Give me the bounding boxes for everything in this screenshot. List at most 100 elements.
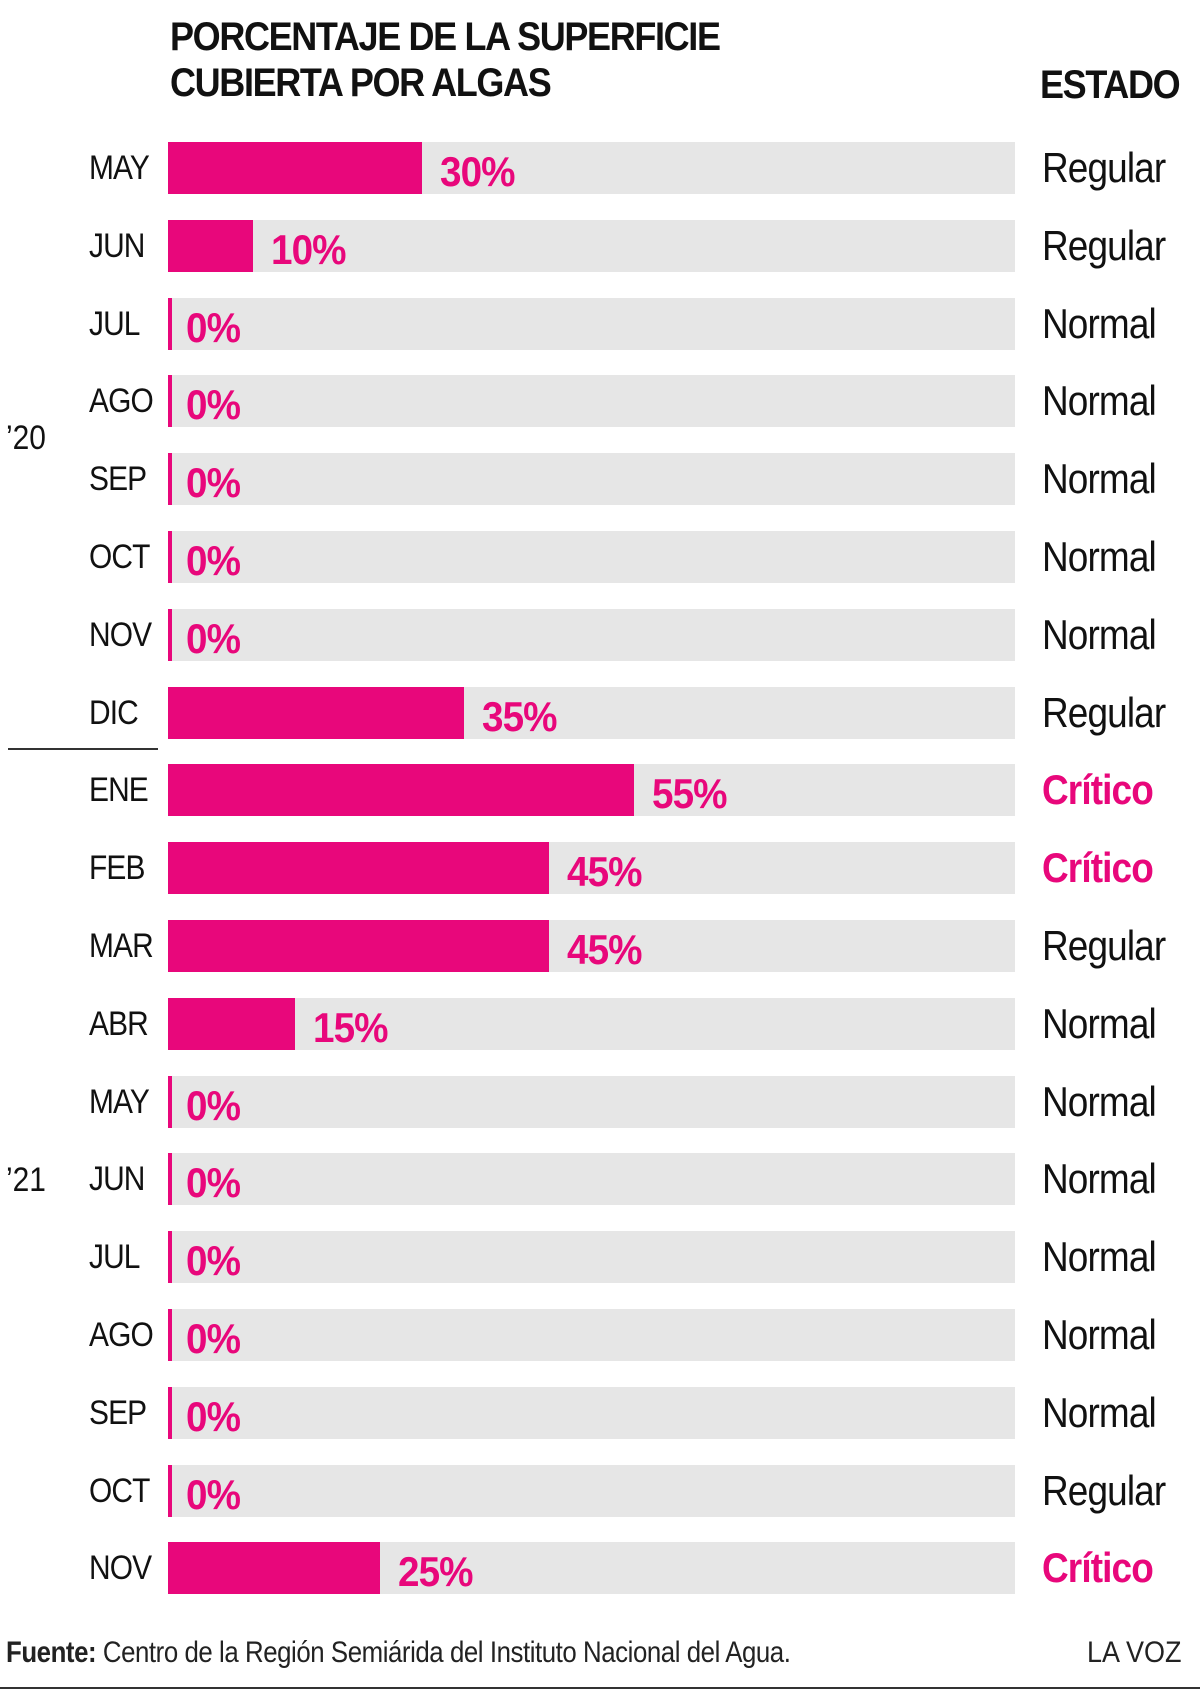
status-label: Crítico (1042, 1544, 1154, 1592)
bar (168, 142, 423, 194)
status-label: Regular (1042, 144, 1166, 191)
bar (168, 1309, 172, 1361)
month-label: ENE (89, 771, 149, 810)
bar (168, 453, 172, 506)
value-label: 15% (313, 1003, 388, 1051)
value-label: 0% (186, 381, 241, 429)
month-label: OCT (89, 538, 150, 576)
status-label: Normal (1042, 377, 1157, 425)
bar-row: JUL 0% Normal (0, 1231, 1200, 1285)
bar-row: SEP 0% Normal (0, 1386, 1200, 1439)
status-label: Normal (1042, 999, 1157, 1047)
status-label: Normal (1042, 1077, 1157, 1125)
bar (168, 608, 172, 661)
value-label: 0% (186, 1237, 241, 1285)
status-column-header: ESTADO (1040, 63, 1181, 107)
bar (168, 1153, 172, 1206)
bar-track (168, 997, 1015, 1050)
value-label: 0% (186, 303, 241, 351)
bar-track (168, 1075, 1015, 1128)
bar-row: SEP 0% Normal (0, 453, 1200, 507)
bar-row: OCT 0% Regular (0, 1464, 1200, 1518)
status-label: Crítico (1042, 844, 1154, 892)
bar-track (168, 453, 1015, 506)
bar-track (168, 608, 1015, 661)
chart-title-line-1: PORCENTAJE DE LA SUPERFICIE (170, 15, 721, 59)
bar-row: DIC 35% Regular (0, 686, 1200, 739)
bar-row: ABR 15% Normal (0, 997, 1200, 1051)
value-label: 55% (651, 770, 727, 818)
value-label: 0% (186, 1159, 241, 1207)
status-label: Normal (1042, 610, 1157, 658)
month-label: NOV (89, 615, 152, 654)
value-label: 0% (186, 459, 241, 507)
month-label: JUL (89, 304, 140, 343)
status-label: Normal (1042, 1311, 1157, 1358)
bar-track (168, 297, 1015, 350)
bar (168, 686, 465, 739)
bar-track (168, 531, 1015, 583)
year-label-2020: ’20 (6, 419, 46, 457)
bar-track (168, 219, 1015, 272)
bar-row: ENE 55% Crítico (0, 764, 1200, 818)
month-label: OCT (89, 1471, 150, 1510)
bar-row: MAR 45% Regular (0, 920, 1200, 972)
status-label: Normal (1042, 1388, 1157, 1436)
month-label: MAY (89, 1082, 150, 1121)
bar (168, 920, 550, 972)
bar-row: JUN 0% Normal (0, 1153, 1200, 1207)
bar (168, 375, 172, 428)
month-label: SEP (89, 460, 147, 499)
bar-row: NOV 0% Normal (0, 608, 1200, 662)
chart-title-line-2: CUBIERTA POR ALGAS (170, 61, 552, 105)
bar (168, 1542, 380, 1595)
month-label: JUL (89, 1238, 140, 1277)
bottom-rule (0, 1687, 1200, 1689)
status-label: Regular (1042, 221, 1166, 269)
bar (168, 842, 550, 895)
year-divider (8, 748, 158, 750)
month-label: ABR (89, 1004, 149, 1043)
value-label: 25% (397, 1548, 473, 1596)
bar-row: FEB 45% Crítico (0, 842, 1200, 896)
value-label: 0% (186, 537, 241, 584)
month-label: DIC (89, 693, 139, 732)
year-label-2021: ’21 (6, 1161, 46, 1199)
status-label: Normal (1042, 533, 1157, 580)
bar-row: NOV 25% Crítico (0, 1542, 1200, 1596)
bar-row: AGO 0% Normal (0, 375, 1200, 429)
bar (168, 1386, 172, 1439)
bar-row: JUN 10% Regular (0, 219, 1200, 272)
value-label: 0% (186, 1470, 241, 1518)
status-label: Normal (1042, 455, 1157, 503)
value-label: 0% (186, 614, 241, 662)
status-label: Normal (1042, 1233, 1157, 1281)
value-label: 45% (567, 926, 642, 973)
bar-track (168, 1153, 1015, 1206)
bar-row: JUL 0% Normal (0, 297, 1200, 351)
bar (168, 764, 634, 817)
value-label: 0% (186, 1081, 241, 1129)
month-label: MAR (89, 927, 154, 965)
month-label: NOV (89, 1549, 152, 1588)
month-label: MAY (89, 149, 150, 187)
bar-track (168, 375, 1015, 428)
bar-track (168, 1464, 1015, 1517)
bar (168, 1464, 172, 1517)
status-label: Regular (1042, 688, 1166, 736)
value-label: 0% (186, 1315, 241, 1362)
status-label: Crítico (1042, 766, 1154, 814)
bar (168, 1075, 172, 1128)
month-label: JUN (89, 226, 145, 265)
chart-title: PORCENTAJE DE LA SUPERFICIE CUBIERTA POR… (170, 14, 721, 106)
month-label: AGO (89, 1316, 154, 1354)
month-label: JUN (89, 1160, 145, 1199)
source-label: Fuente: (6, 1636, 97, 1669)
bar (168, 297, 172, 350)
bar-row: MAY 30% Regular (0, 142, 1200, 194)
value-label: 45% (567, 848, 642, 896)
status-label: Regular (1042, 922, 1166, 969)
bar (168, 219, 253, 272)
month-label: SEP (89, 1393, 147, 1432)
bar-row: OCT 0% Normal (0, 531, 1200, 583)
